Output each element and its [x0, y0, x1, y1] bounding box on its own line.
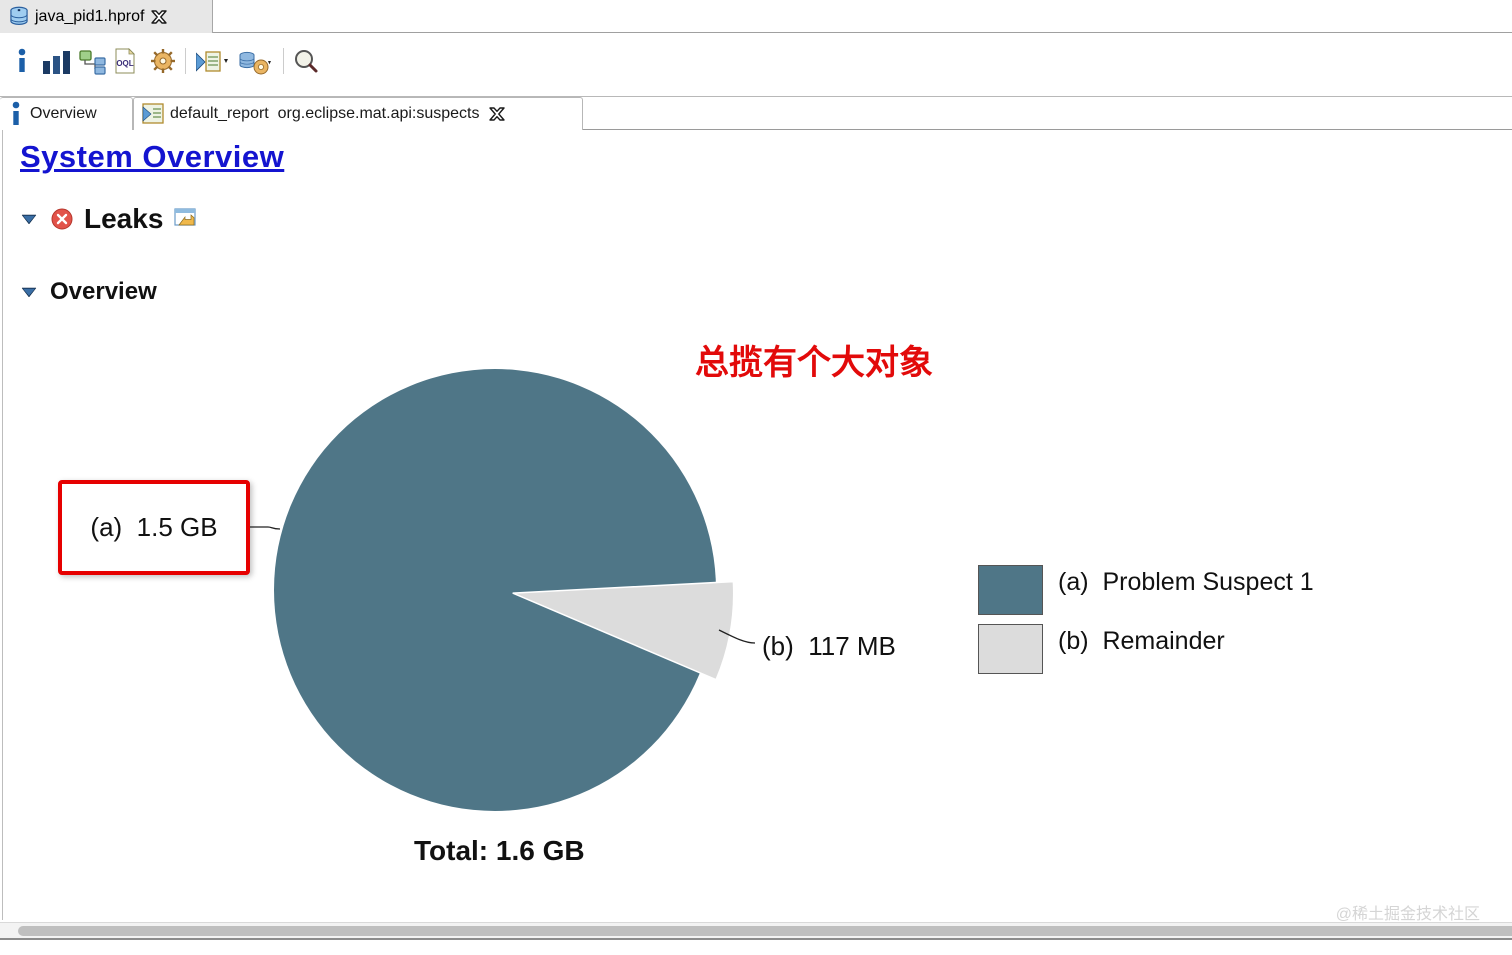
svg-text:OQL: OQL [116, 59, 133, 68]
